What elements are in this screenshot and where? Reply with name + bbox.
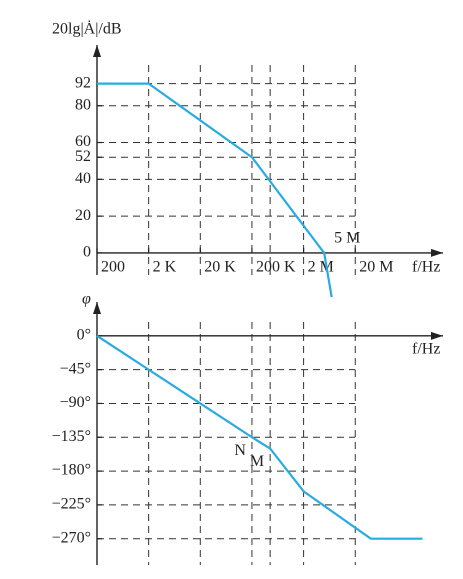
series-line xyxy=(96,334,423,540)
x-tick-label: 2 M xyxy=(308,259,334,276)
x-tick-label: 2 K xyxy=(153,259,177,276)
y-axis-label: φ xyxy=(82,291,91,308)
y-tick-label: 60 xyxy=(75,133,91,150)
y-tick-label: −90° xyxy=(60,394,91,411)
y-tick-label: 0 xyxy=(83,244,91,261)
annotation: 5 M xyxy=(334,230,360,247)
y-tick-label: 92 xyxy=(75,74,91,91)
y-tick-label: −135° xyxy=(52,428,91,445)
y-tick-label: −270° xyxy=(52,529,91,546)
y-tick-label: 0° xyxy=(77,326,91,343)
series-line xyxy=(97,82,333,298)
y-tick-label: −225° xyxy=(52,496,91,513)
y-axis-arrow xyxy=(93,45,101,57)
x-axis-label: f/Hz xyxy=(412,341,440,358)
x-tick-label: 20 M xyxy=(359,259,393,276)
y-tick-label: 40 xyxy=(75,170,91,187)
x-axis-label: f/Hz xyxy=(412,259,440,276)
x-tick-label: 20 K xyxy=(204,259,236,276)
x-tick-label: 200 xyxy=(101,259,125,276)
y-tick-label: 20 xyxy=(75,207,91,224)
y-tick-label: 52 xyxy=(75,148,91,165)
x-axis-arrow xyxy=(431,248,443,257)
y-axis-arrow xyxy=(93,302,101,314)
x-tick-label: 200 K xyxy=(256,259,296,276)
y-tick-label: −180° xyxy=(52,462,91,479)
x-axis-arrow xyxy=(431,331,443,340)
y-axis-label: 20lg|Ȧ|/dB xyxy=(52,20,122,38)
annotation: M xyxy=(250,453,264,470)
y-tick-label: −45° xyxy=(60,360,91,377)
y-tick-label: 80 xyxy=(75,96,91,113)
annotation: N xyxy=(234,442,246,459)
